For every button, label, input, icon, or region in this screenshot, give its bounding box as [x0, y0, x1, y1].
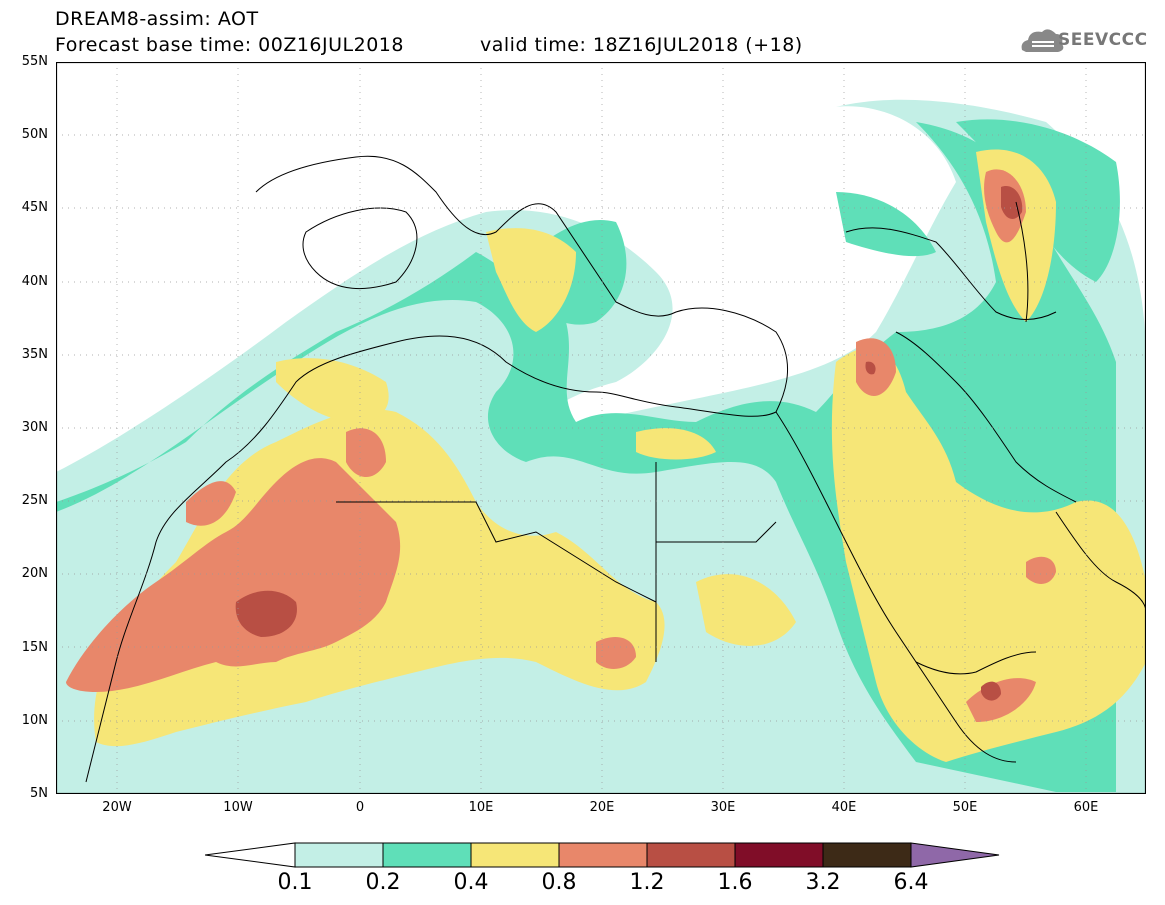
colorbar-label: 1.2: [629, 870, 665, 895]
colorbar: [205, 842, 1000, 868]
colorbar-label: 0.4: [453, 870, 489, 895]
map-frame: [56, 62, 1146, 794]
lat-label: 55N: [21, 54, 48, 69]
lat-label: 35N: [21, 347, 48, 362]
colorbar-bin: [558, 842, 648, 868]
lon-label: 20W: [102, 800, 132, 815]
colorbar-low-arrow: [205, 842, 296, 868]
colorbar-label: 6.4: [893, 870, 929, 895]
lon-label: 60E: [1073, 800, 1099, 815]
colorbar-label: 1.6: [717, 870, 753, 895]
lon-label: 20E: [589, 800, 615, 815]
colorbar-label: 0.1: [277, 870, 313, 895]
colorbar-bin: [294, 842, 384, 868]
lat-label: 5N: [30, 786, 48, 801]
lon-label: 10W: [223, 800, 253, 815]
colorbar-label: 0.8: [541, 870, 577, 895]
lon-label: 10E: [468, 800, 494, 815]
lat-label: 45N: [21, 200, 48, 215]
valid-time: valid time: 18Z16JUL2018 (+18): [480, 34, 803, 56]
colorbar-bin: [382, 842, 472, 868]
lon-label: 50E: [952, 800, 978, 815]
lat-label: 20N: [21, 566, 48, 581]
colorbar-bin: [734, 842, 824, 868]
colorbar-bin: [470, 842, 560, 868]
lat-label: 10N: [21, 713, 48, 728]
aot-field-1-2: [235, 186, 1023, 701]
lat-label: 25N: [21, 493, 48, 508]
lat-label: 30N: [21, 420, 48, 435]
aot-map: [56, 62, 1146, 794]
logo-text: SEEVCCC: [1058, 30, 1148, 50]
coastlines: [85, 155, 1146, 783]
title-line-2: Forecast base time: 00Z16JUL2018: [55, 34, 404, 56]
colorbar-label: 0.2: [365, 870, 401, 895]
title-line-1: DREAM8-assim: AOT: [55, 8, 259, 30]
colorbar-bin: [646, 842, 736, 868]
lon-label: 40E: [831, 800, 857, 815]
cloud-logo-icon: [1021, 29, 1064, 52]
lon-label: 30E: [710, 800, 736, 815]
lon-label: 0: [355, 800, 365, 815]
graticule: [56, 62, 1146, 794]
colorbar-label: 3.2: [805, 870, 841, 895]
colorbar-high-arrow: [910, 842, 1000, 868]
lat-label: 15N: [21, 640, 48, 655]
lat-label: 50N: [21, 127, 48, 142]
colorbar-bin: [822, 842, 912, 868]
lat-label: 40N: [21, 274, 48, 289]
